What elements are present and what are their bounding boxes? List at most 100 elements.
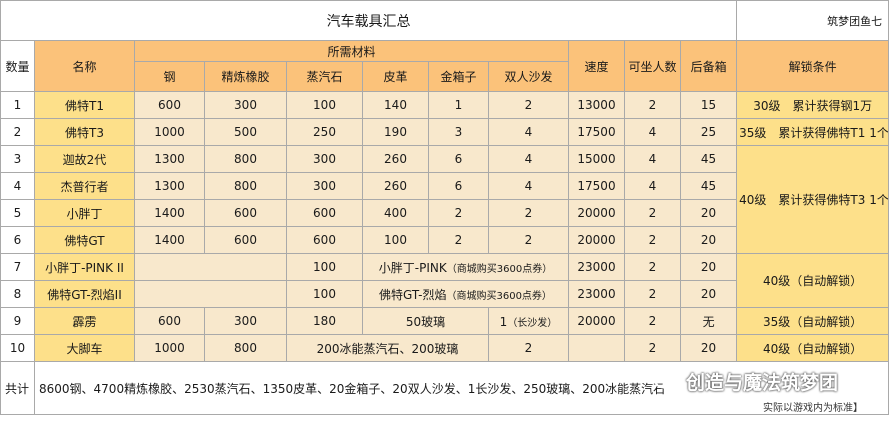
author-label: 筑梦团鱼七 — [736, 0, 890, 41]
cell-steel: 600 — [134, 91, 205, 119]
cell-rubber: 800 — [204, 172, 287, 200]
table-row: 3 迦故2代 1300 800 300 260 6 4 15000 4 45 4… — [0, 145, 890, 254]
cell-steam: 300 — [286, 172, 363, 200]
vehicle-name: 小胖丁 — [34, 199, 135, 227]
header-steam-stone: 蒸汽石 — [286, 61, 363, 92]
cell-steam: 300 — [286, 145, 363, 173]
cell-sofa: 4 — [488, 145, 569, 173]
cell-speed — [568, 334, 625, 362]
cell-seats: 2 — [624, 199, 681, 227]
total-label: 共计 — [0, 361, 35, 415]
vehicle-name: 佛特T1 — [34, 91, 135, 119]
cell-leather: 400 — [362, 199, 429, 227]
row-number: 2 — [0, 118, 35, 146]
watermark-text: 创造与魔法筑梦团 — [686, 372, 839, 394]
cell-sofa: 4 — [488, 172, 569, 200]
cell-speed: 15000 — [568, 145, 625, 173]
cell-trunk: 20 — [679, 334, 738, 362]
cell-steam: 180 — [286, 307, 363, 335]
cell-unlock: 40级（自动解锁） — [736, 334, 890, 362]
header-speed: 速度 — [568, 40, 625, 92]
header-gold-box: 金箱子 — [428, 61, 489, 92]
vehicle-name: 佛特GT — [34, 226, 135, 254]
cell-combo-material: 200冰能蒸汽石、200玻璃 — [286, 334, 489, 362]
vehicle-name: 大脚车 — [34, 334, 135, 362]
header-leather: 皮革 — [362, 61, 429, 92]
cell-trunk: 20 — [679, 199, 738, 227]
cell-steel: 1300 — [134, 145, 205, 173]
wechat-icon — [654, 371, 680, 392]
vehicle-name: 佛特GT-烈焰II — [34, 280, 135, 308]
cell-steel: 1000 — [134, 334, 205, 362]
table-row: 5 小胖丁 1400 600 600 400 2 2 20000 2 20 — [0, 199, 889, 227]
row-number: 1 — [0, 91, 35, 119]
cell-seats: 2 — [624, 253, 681, 281]
cell-rubber: 800 — [204, 334, 287, 362]
cell-speed: 20000 — [568, 307, 625, 335]
cell-trunk: 25 — [679, 118, 738, 146]
cell-trunk: 无 — [679, 307, 738, 335]
cell-unlock: 35级 累计获得佛特T1 1个 — [736, 118, 890, 146]
header-double-sofa: 双人沙发 — [488, 61, 569, 92]
cell-steel: 600 — [134, 307, 205, 335]
page-title: 汽车载具汇总 — [0, 0, 738, 41]
header-seats: 可坐人数 — [624, 40, 681, 92]
cell-seats: 2 — [624, 280, 681, 308]
cell-rubber: 600 — [204, 199, 287, 227]
cell-steel: 1400 — [134, 199, 205, 227]
vehicle-name: 迦故2代 — [34, 145, 135, 173]
cell-steel: 1000 — [134, 118, 205, 146]
cell-gold: 6 — [428, 172, 489, 200]
header-count: 数量 — [0, 40, 35, 92]
cell-speed: 17500 — [568, 172, 625, 200]
cell-gold: 3 — [428, 118, 489, 146]
table-row: 8 佛特GT-烈焰II 100 佛特GT-烈焰（商城购买3600点券） 2300… — [0, 280, 889, 308]
cell-leather: 260 — [362, 172, 429, 200]
cell-seats: 4 — [624, 172, 681, 200]
watermark: 创造与魔法筑梦团 — [654, 368, 838, 395]
purchase-note: （商城购买3600点券） — [446, 290, 552, 302]
table-row: 10 大脚车 1000 800 200冰能蒸汽石、200玻璃 2 2 20 40… — [0, 334, 890, 362]
long-sofa-note: （长沙发） — [507, 317, 558, 329]
cell-leather: 190 — [362, 118, 429, 146]
cell-unlock-merged: 40级 累计获得佛特T3 1个 — [736, 145, 890, 254]
cell-sofa: 2 — [488, 199, 569, 227]
row-number: 8 — [0, 280, 35, 308]
title-row: 汽车载具汇总 筑梦团鱼七 — [0, 0, 890, 41]
cell-gold: 6 — [428, 145, 489, 173]
header-materials: 所需材料 — [134, 40, 569, 62]
row-number: 7 — [0, 253, 35, 281]
vehicle-name: 霹雳 — [34, 307, 135, 335]
table-row: 1 佛特T1 600 300 100 140 1 2 13000 2 15 30… — [0, 91, 890, 119]
cell-seats: 2 — [624, 91, 681, 119]
header-name: 名称 — [34, 40, 135, 92]
total-row: 共计 8600钢、4700精炼橡胶、2530蒸汽石、1350皮革、20金箱子、2… — [0, 361, 890, 415]
table-row: 7 小胖丁-PINK II 100 小胖丁-PINK（商城购买3600点券） 2… — [0, 253, 890, 308]
row-number: 9 — [0, 307, 35, 335]
cell-rubber: 800 — [204, 145, 287, 173]
cell-seats: 4 — [624, 118, 681, 146]
cell-speed: 20000 — [568, 226, 625, 254]
cell-rubber: 500 — [204, 118, 287, 146]
header-rubber: 精炼橡胶 — [204, 61, 287, 92]
cell-trunk: 20 — [679, 280, 738, 308]
cell-unlock-merged: 40级（自动解锁） — [736, 253, 890, 308]
cell-empty — [134, 280, 287, 308]
cell-glass: 50玻璃 — [362, 307, 489, 335]
cell-steam: 100 — [286, 91, 363, 119]
cell-sofa: 2 — [488, 226, 569, 254]
cell-trunk: 15 — [679, 91, 738, 119]
cell-trunk: 20 — [679, 226, 738, 254]
cell-leather: 100 — [362, 226, 429, 254]
cell-seats: 4 — [624, 145, 681, 173]
cell-steam: 600 — [286, 199, 363, 227]
cell-seats: 2 — [624, 226, 681, 254]
cell-seats: 2 — [624, 334, 681, 362]
cell-sofa: 2 — [488, 334, 569, 362]
cell-speed: 13000 — [568, 91, 625, 119]
header-steel: 钢 — [134, 61, 205, 92]
cell-unlock: 30级 累计获得钢1万 — [736, 91, 890, 119]
cell-speed: 20000 — [568, 199, 625, 227]
cell-trunk: 45 — [679, 145, 738, 173]
